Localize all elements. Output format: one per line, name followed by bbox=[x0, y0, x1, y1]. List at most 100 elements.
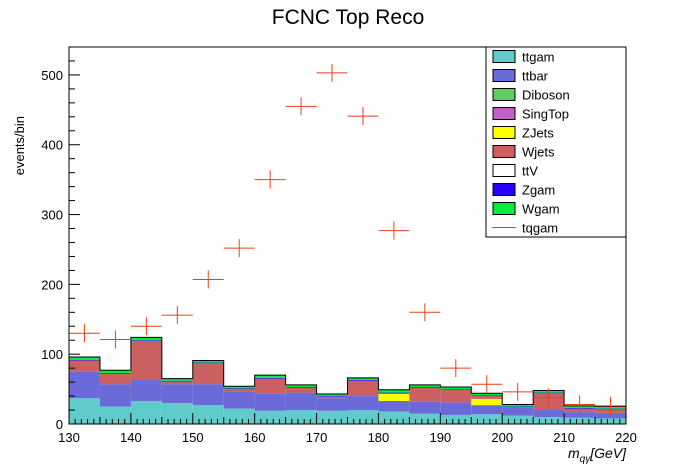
x-tick-label: 170 bbox=[306, 430, 328, 445]
x-tick-label: 190 bbox=[429, 430, 451, 445]
svg-text:ttbar: ttbar bbox=[522, 69, 549, 84]
stacked-bars bbox=[68, 336, 627, 424]
x-axis-label-unit: [GeV] bbox=[589, 445, 627, 461]
signal-point-bin-1 bbox=[99, 330, 131, 349]
bar-ttbar-bin-4 bbox=[192, 384, 224, 406]
bar-Wgam-bin-6 bbox=[254, 375, 286, 378]
bar-ttgam-bin-13 bbox=[471, 414, 503, 424]
bar-ttbar-bin-2 bbox=[130, 380, 162, 401]
signal-point-bin-15 bbox=[533, 388, 565, 407]
svg-text:ttV: ttV bbox=[522, 164, 538, 179]
signal-point-bin-4 bbox=[192, 270, 224, 289]
signal-series bbox=[69, 63, 626, 415]
svg-text:SingTop: SingTop bbox=[522, 107, 569, 122]
y-tick-label: 100 bbox=[41, 347, 63, 362]
bar-Wgam-bin-3 bbox=[161, 378, 193, 381]
x-tick-label: 200 bbox=[491, 430, 513, 445]
bar-ttbar-bin-12 bbox=[440, 402, 472, 415]
y-axis-label: events/bin bbox=[12, 116, 27, 175]
bar-ZJets-bin-13 bbox=[471, 398, 503, 406]
svg-text:Diboson: Diboson bbox=[522, 88, 570, 103]
x-tick-label: 180 bbox=[368, 430, 390, 445]
bar-Wgam-bin-8 bbox=[316, 393, 348, 397]
bar-Wjets-bin-12 bbox=[440, 389, 472, 403]
bar-Zgam-bin-9 bbox=[347, 380, 379, 381]
bar-ttgam-bin-2 bbox=[130, 400, 162, 424]
bar-ttgam-bin-16 bbox=[564, 417, 596, 424]
bar-Wgam-bin-9 bbox=[347, 377, 379, 381]
bar-ttgam-bin-3 bbox=[161, 403, 193, 424]
bar-Zgam-bin-3 bbox=[161, 380, 193, 382]
bar-Wgam-bin-5 bbox=[223, 386, 255, 389]
bar-ttgam-bin-0 bbox=[69, 398, 100, 424]
bar-ttbar-bin-16 bbox=[564, 412, 596, 418]
legend-item-Wgam: Wgam bbox=[492, 202, 560, 217]
bar-ttbar-bin-11 bbox=[409, 401, 441, 414]
signal-point-bin-0 bbox=[69, 324, 100, 343]
bar-Wjets-bin-4 bbox=[192, 363, 224, 385]
legend-item-Wjets: Wjets bbox=[492, 145, 555, 160]
x-tick-label: 220 bbox=[615, 430, 637, 445]
bar-Wjets-bin-8 bbox=[316, 396, 348, 399]
bar-Zgam-bin-10 bbox=[378, 392, 410, 394]
signal-point-bin-3 bbox=[161, 306, 193, 325]
bar-ttbar-bin-5 bbox=[223, 391, 255, 409]
bar-Zgam-bin-7 bbox=[285, 386, 317, 388]
bar-ttgam-bin-15 bbox=[533, 417, 565, 424]
bar-Wgam-bin-11 bbox=[409, 384, 441, 387]
signal-point-bin-16 bbox=[564, 395, 596, 414]
bar-ttgam-bin-12 bbox=[440, 414, 472, 424]
bar-ttbar-bin-3 bbox=[161, 384, 193, 404]
svg-text:ZJets: ZJets bbox=[522, 126, 554, 141]
legend-item-ZJets: ZJets bbox=[492, 126, 554, 141]
bar-ttbar-bin-7 bbox=[285, 392, 317, 411]
signal-point-bin-9 bbox=[347, 107, 379, 126]
bar-Wgam-bin-1 bbox=[99, 370, 131, 374]
legend: ttgam ttbar Diboson SingTop ZJets Wjets ttV Zga… bbox=[485, 46, 627, 238]
bar-ttbar-bin-10 bbox=[378, 400, 410, 412]
signal-point-bin-11 bbox=[409, 303, 441, 322]
signal-point-bin-6 bbox=[254, 170, 286, 189]
bar-ttbar-bin-13 bbox=[471, 405, 503, 415]
x-tick-label: 160 bbox=[244, 430, 266, 445]
bar-Zgam-bin-5 bbox=[223, 388, 255, 390]
bar-ttgam-bin-7 bbox=[285, 410, 317, 424]
svg-text:Zgam: Zgam bbox=[522, 183, 555, 198]
svg-text:ttgam: ttgam bbox=[522, 50, 555, 65]
signal-point-bin-8 bbox=[316, 63, 348, 82]
bar-Zgam-bin-12 bbox=[440, 389, 472, 390]
y-tick-label: 200 bbox=[41, 277, 63, 292]
bar-Zgam-bin-4 bbox=[192, 362, 224, 364]
signal-point-bin-10 bbox=[378, 221, 410, 240]
x-axis-label-main: m bbox=[568, 445, 580, 461]
bar-Wgam-bin-12 bbox=[440, 386, 472, 390]
bar-Wgam-bin-14 bbox=[502, 404, 534, 407]
bar-Wjets-bin-7 bbox=[285, 387, 317, 393]
x-tick-label: 210 bbox=[553, 430, 575, 445]
bar-Zgam-bin-1 bbox=[99, 373, 131, 374]
svg-text:Wgam: Wgam bbox=[522, 202, 560, 217]
bar-Wgam-bin-7 bbox=[285, 384, 317, 387]
bar-ttbar-bin-0 bbox=[69, 371, 100, 399]
signal-point-bin-14 bbox=[502, 382, 534, 401]
bar-Zgam-bin-8 bbox=[316, 396, 348, 397]
bar-Zgam-bin-13 bbox=[471, 395, 503, 397]
bar-Wgam-bin-13 bbox=[471, 393, 503, 396]
signal-point-bin-2 bbox=[130, 317, 162, 336]
bar-Wjets-bin-13 bbox=[471, 396, 503, 399]
svg-text:Wjets: Wjets bbox=[522, 145, 555, 160]
x-axis: 130 140 150 160 170 180 190 200 210 220 bbox=[58, 413, 637, 445]
bar-ttbar-bin-8 bbox=[316, 398, 348, 411]
signal-point-bin-7 bbox=[285, 97, 317, 116]
bar-ttgam-bin-1 bbox=[99, 406, 131, 424]
bar-ttgam-bin-6 bbox=[254, 410, 286, 424]
chart-title: FCNC Top Reco bbox=[272, 6, 425, 29]
bar-Zgam-bin-14 bbox=[502, 406, 534, 408]
bar-Wjets-bin-1 bbox=[99, 373, 131, 385]
bar-Wgam-bin-10 bbox=[378, 389, 410, 393]
bar-ttgam-bin-4 bbox=[192, 405, 224, 424]
y-tick-label: 300 bbox=[41, 208, 63, 223]
x-tick-label: 150 bbox=[182, 430, 204, 445]
legend-item-Diboson: Diboson bbox=[492, 88, 570, 103]
